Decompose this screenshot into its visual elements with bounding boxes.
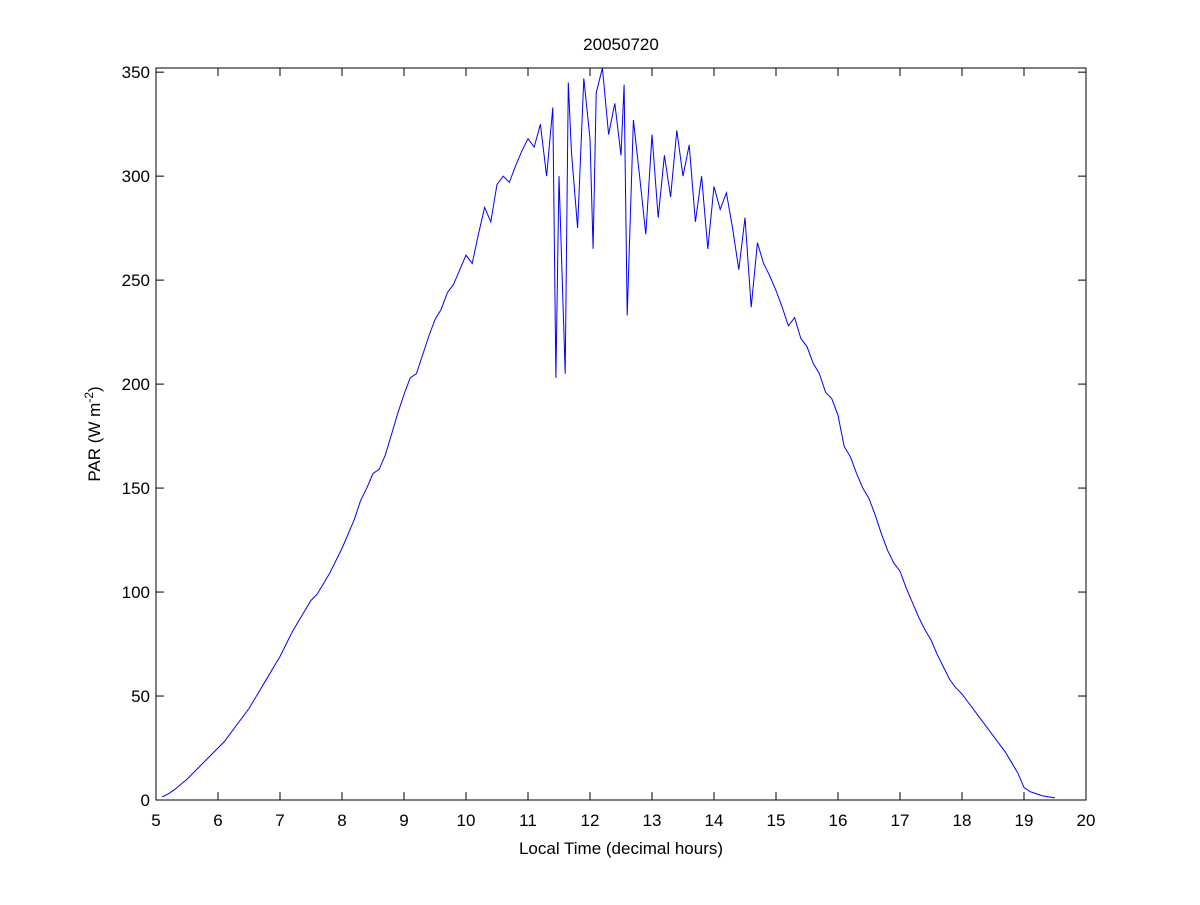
y-tick-label: 250 bbox=[122, 271, 150, 290]
x-tick-label: 13 bbox=[643, 811, 662, 830]
data-line bbox=[161, 67, 1056, 799]
x-tick-label: 14 bbox=[705, 811, 724, 830]
y-tick-label: 350 bbox=[122, 63, 150, 82]
x-axis-label: Local Time (decimal hours) bbox=[519, 839, 723, 858]
x-tick-label: 17 bbox=[891, 811, 910, 830]
y-label-text: PAR (W m bbox=[85, 403, 104, 482]
x-tick-label: 11 bbox=[519, 811, 537, 830]
y-tick-label: 50 bbox=[131, 687, 150, 706]
y-label-suffix: ) bbox=[85, 386, 104, 392]
y-axis-label: PAR (W m-2) bbox=[82, 386, 104, 481]
x-tick-label: 19 bbox=[1015, 811, 1034, 830]
x-tick-label: 8 bbox=[337, 811, 346, 830]
x-tick-label: 16 bbox=[829, 811, 848, 830]
x-tick-label: 12 bbox=[581, 811, 600, 830]
plot-frame bbox=[155, 67, 1087, 801]
y-label-superscript: -2 bbox=[82, 392, 96, 403]
x-tick-label: 7 bbox=[275, 811, 284, 830]
x-tick-label: 15 bbox=[767, 811, 786, 830]
y-tick-label: 200 bbox=[122, 375, 150, 394]
x-tick-label: 10 bbox=[457, 811, 476, 830]
x-tick-label: 9 bbox=[399, 811, 408, 830]
x-tick-label: 5 bbox=[151, 811, 160, 830]
x-tick-label: 20 bbox=[1077, 811, 1096, 830]
chart-title: 20050720 bbox=[583, 35, 659, 54]
y-tick-label: 150 bbox=[122, 479, 150, 498]
y-tick-label: 100 bbox=[122, 583, 150, 602]
y-tick-label: 0 bbox=[141, 791, 150, 810]
x-tick-label: 18 bbox=[953, 811, 972, 830]
x-tick-label: 6 bbox=[213, 811, 222, 830]
y-tick-label: 300 bbox=[122, 167, 150, 186]
